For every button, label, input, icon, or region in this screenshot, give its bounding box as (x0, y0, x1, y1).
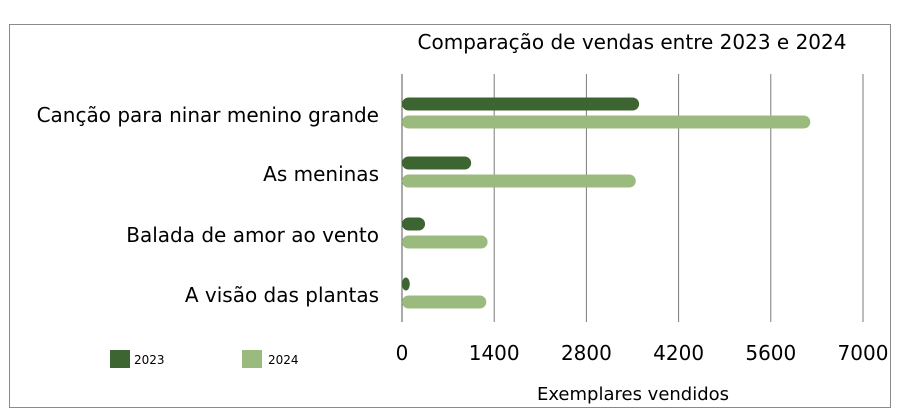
bar-2024 (402, 235, 488, 249)
bar-2024 (402, 174, 636, 188)
bar-2023 (402, 97, 640, 111)
bar-2023 (402, 277, 410, 291)
legend-swatch-2023 (110, 350, 130, 368)
legend-swatch-2024 (242, 350, 262, 368)
x-tick-label: 0 (396, 341, 409, 365)
x-tick-label: 5600 (745, 341, 796, 365)
bar-2023 (402, 156, 472, 170)
category-label: Canção para ninar menino grande (37, 103, 379, 127)
legend: 2023 2024 (110, 350, 299, 368)
x-tick-label: 1400 (469, 341, 520, 365)
category-labels: Canção para ninar menino grande As menin… (37, 103, 379, 307)
bars (402, 97, 811, 309)
chart-title: Comparação de vendas entre 2023 e 2024 (418, 30, 847, 54)
bar-2023 (402, 217, 426, 231)
x-tick-label: 4200 (653, 341, 704, 365)
bar-2024 (402, 115, 811, 129)
category-label: As meninas (263, 162, 379, 186)
category-label: A visão das plantas (185, 283, 379, 307)
category-label: Balada de amor ao vento (126, 223, 379, 247)
legend-label-2023: 2023 (134, 353, 165, 367)
bar-2024 (402, 295, 487, 309)
grid-lines (401, 74, 864, 322)
x-axis-title: Exemplares vendidos (537, 384, 729, 405)
x-tick-labels: 0 1400 2800 4200 5600 7000 (396, 341, 889, 365)
chart-frame (9, 24, 891, 408)
x-tick-label: 7000 (838, 341, 889, 365)
legend-label-2024: 2024 (268, 353, 299, 367)
x-tick-label: 2800 (561, 341, 612, 365)
